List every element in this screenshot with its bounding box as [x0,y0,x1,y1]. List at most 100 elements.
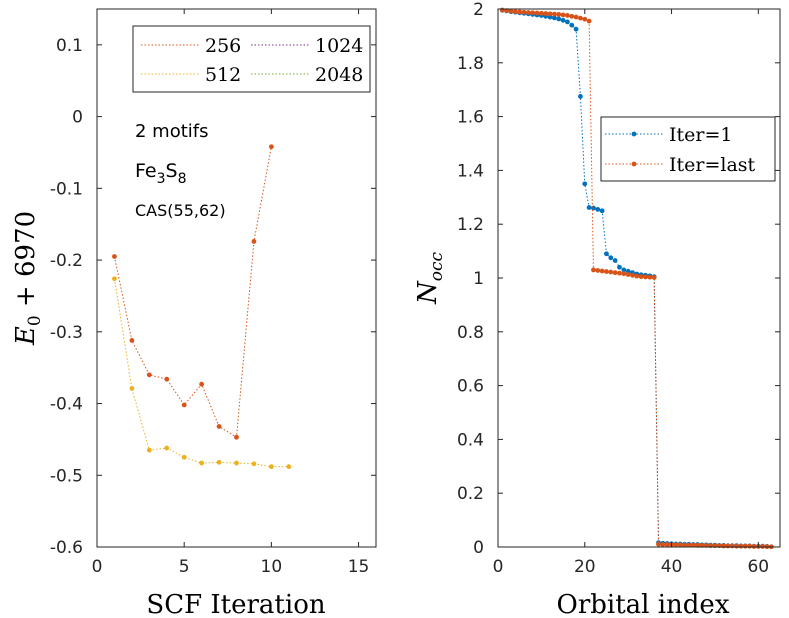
data-point-Iter=last [725,543,731,549]
data-point-Iter=last [608,269,614,275]
data-point-512 [112,276,117,282]
legend-label-1024: 1024 [315,35,363,57]
data-point-Iter=last [617,270,622,276]
data-point-512 [199,460,205,466]
occupation-ytick-label: 1.8 [457,54,484,74]
data-point-Iter=last [530,10,536,16]
legend-label-2048: 2048 [315,64,363,86]
occupation-ytick-label: 2 [473,0,484,20]
data-point-Iter=1 [621,267,627,273]
data-point-256 [234,434,239,440]
data-point-Iter=last [664,542,670,547]
data-point-Iter=last [673,542,679,548]
energy-axes-box [96,8,377,548]
legend-label-iter1: Iter=1 [669,124,732,146]
energy-xlabel: SCF Iteration [146,590,325,618]
occupation-legend: Iter=1 Iter=last [600,116,776,182]
data-point-Iter=last [512,9,518,15]
occupation-ytick-label: 0.2 [457,484,484,504]
energy-ylabel-main: E [11,326,41,346]
data-point-256 [129,338,135,343]
occupation-ytick-label: 0 [473,538,484,558]
occupation-ylabel-main: N [413,280,443,305]
data-point-Iter=last [643,274,648,280]
data-point-Iter=last [538,10,544,16]
data-point-Iter=last [751,544,757,549]
data-point-Iter=last [729,543,735,549]
energy-legend-box [132,25,371,93]
data-point-Iter=last [499,7,505,13]
energy-xtick-label: 0 [92,557,103,577]
data-point-Iter=last [612,270,618,276]
occupation-xtick-label: 0 [493,557,504,577]
data-point-Iter=last [586,18,592,24]
data-point-Iter=last [747,543,753,549]
energy-ytick-label: 0.1 [56,36,83,56]
annotation-formula: Fe3S8 [135,160,187,187]
occupation-ytick-label: 0.8 [457,323,484,343]
energy-xtick-label: 5 [179,557,190,577]
data-point-Iter=last [525,10,531,15]
data-point-Iter=last [547,11,553,17]
data-point-Iter=last [738,543,744,549]
data-point-Iter=last [647,274,653,280]
data-point-Iter=last [534,10,540,16]
data-point-256 [181,402,187,408]
data-point-Iter=last [630,272,635,278]
annotation-motifs: 2 motifs [135,121,209,142]
data-point-256 [112,254,117,259]
data-point-Iter=last [721,543,726,549]
data-point-256 [251,239,257,244]
occupation-ytick-label: 1.6 [457,108,484,128]
data-point-256 [199,381,205,387]
data-point-Iter=last [556,11,562,17]
occupation-xtick-label: 60 [747,557,769,577]
data-point-512 [146,447,152,453]
data-point-Iter=last [599,268,605,274]
occupation-legend-box [600,116,776,182]
data-point-Iter=1 [578,94,583,99]
legend-label-iterlast: Iter=last [669,154,756,176]
data-point-512 [164,445,170,451]
data-point-Iter=1 [569,22,575,28]
data-point-Iter=last [690,542,696,548]
data-point-Iter=last [686,542,692,548]
data-point-Iter=1 [560,17,566,23]
series-line-256 [113,146,272,439]
data-point-Iter=last [543,11,549,16]
data-point-Iter=last [638,274,644,280]
data-point-Iter=1 [595,207,601,212]
occupation-ytick-label: 0.6 [457,377,484,397]
occupation-xtick-label: 40 [661,557,683,577]
data-point-512 [181,454,187,460]
data-point-Iter=last [552,11,557,17]
data-point-Iter=last [604,269,609,274]
occupation-panel: 0 20 40 60 0 0.2 0.4 0.6 0.8 1 1.2 1.4 1.6 1.8 2 Iter=… [413,0,781,618]
energy-ytick-label: 0 [72,108,83,128]
legend-label-512: 512 [205,64,241,86]
formula-s-sub: 8 [178,171,187,187]
data-point-Iter=last [591,267,596,273]
data-point-256 [268,144,274,150]
data-point-Iter=1 [604,251,609,257]
data-point-Iter=last [656,541,661,547]
data-point-Iter=1 [599,208,605,214]
data-point-Iter=1 [608,255,614,261]
data-point-Iter=last [625,272,631,277]
energy-ytick-label: -0.6 [50,538,83,558]
data-point-512 [268,464,274,470]
energy-ticks: 0 5 10 15 0.1 0 -0.1 -0.2 -0.3 -0.4 -0.5 -0.6 [50,9,376,577]
data-point-Iter=last [517,9,523,15]
data-point-Iter=1 [617,264,622,270]
energy-ylabel-rest: + 6970 [11,211,41,315]
data-point-512 [129,386,135,391]
energy-xtick-label: 15 [348,557,370,577]
data-point-Iter=last [651,275,657,280]
data-point-Iter=1 [552,15,557,21]
occupation-ytick-label: 1.2 [457,215,484,235]
data-point-Iter=last [578,15,583,21]
data-point-Iter=last [565,13,570,18]
data-point-512 [216,459,222,465]
